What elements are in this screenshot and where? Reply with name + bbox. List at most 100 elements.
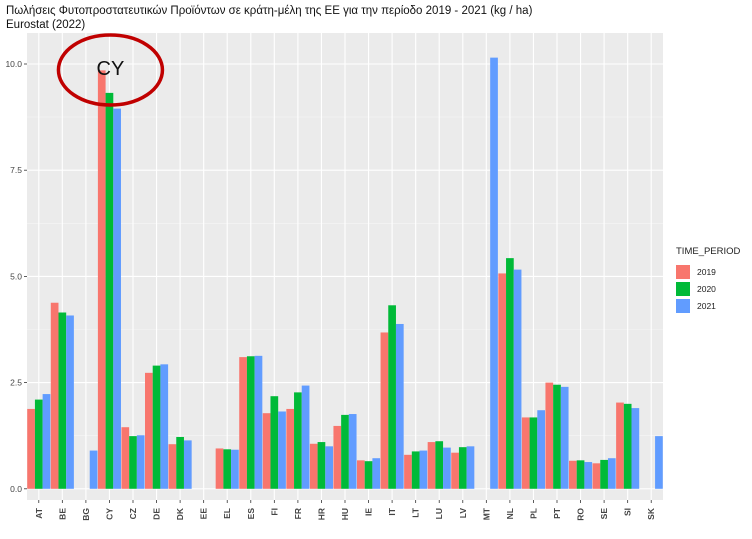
bar-PT-2019 [545,382,554,489]
bar-DK-2019 [168,444,177,489]
bar-FI-2021 [278,411,286,489]
bar-ES-2021 [254,355,263,489]
bar-AT-2021 [42,394,51,489]
y-tick-label: 0.0 [10,484,22,494]
bar-IT-2021 [395,323,404,489]
annotation-label: CY [97,58,125,80]
bar-LV-2019 [451,452,459,489]
legend-item-2020: 2020 [676,280,740,297]
x-tick-label-SK: SK [646,507,656,520]
x-tick-label-HR: HR [316,508,326,520]
x-tick-label-LV: LV [458,508,468,519]
legend-label: 2021 [697,300,716,311]
bar-NL-2021 [513,269,522,489]
x-tick-label-FR: FR [293,508,303,519]
bar-RO-2020 [576,460,585,489]
x-tick-label-DE: DE [152,508,162,520]
bar-CY-2019 [97,70,106,489]
bar-PL-2021 [537,410,545,489]
bar-BG-2021 [89,450,98,489]
x-tick-label-FI: FI [269,508,279,516]
legend-title: TIME_PERIOD [676,246,741,257]
bar-CZ-2021 [136,435,145,489]
bar-DE-2021 [160,364,169,489]
bar-CY-2020 [105,92,114,489]
bar-LT-2019 [404,454,412,489]
bar-LT-2021 [419,450,428,489]
legend-item-2021: 2021 [676,297,740,314]
bar-ES-2019 [239,357,247,489]
x-tick-label-EE: EE [199,508,209,520]
x-tick-label-ES: ES [246,508,256,520]
x-tick-label-BG: BG [81,508,91,521]
bar-IT-2020 [388,305,396,489]
bar-SE-2021 [607,458,616,489]
x-tick-label-EL: EL [222,508,232,519]
y-tick-label: 7.5 [10,165,22,175]
bar-EL-2021 [231,449,239,489]
x-tick-label-LT: LT [411,507,421,518]
bar-FI-2020 [270,396,279,489]
bar-BE-2020 [58,312,67,489]
legend-key [676,298,690,313]
bar-PL-2019 [521,417,530,489]
x-tick-label-SI: SI [623,508,633,516]
bar-ES-2020 [246,356,255,489]
bar-SE-2020 [600,459,608,489]
legend-item-2019: 2019 [676,263,740,280]
bar-HU-2019 [333,425,342,489]
x-tick-label-PL: PL [528,508,538,519]
bar-BE-2019 [50,302,59,489]
legend-key [676,281,690,296]
bar-FR-2019 [286,408,295,489]
bar-CZ-2019 [121,427,130,489]
bar-FR-2020 [294,392,302,489]
bar-CZ-2020 [129,436,137,489]
x-tick-label-LU: LU [434,508,444,519]
bar-NL-2020 [506,258,514,489]
bar-IE-2019 [357,460,365,489]
bar-RO-2019 [569,460,577,489]
x-tick-label-MT: MT [481,507,491,520]
bar-AT-2020 [34,399,43,489]
bar-LT-2020 [411,451,420,489]
bar-LV-2021 [466,446,475,489]
x-tick-label-NL: NL [505,508,515,519]
bar-LV-2020 [458,447,467,489]
bar-IE-2020 [364,461,373,489]
bar-SI-2019 [616,402,624,489]
chart-subtitle: Eurostat (2022) [6,19,86,31]
bar-HU-2020 [341,414,349,489]
bar-CY-2021 [113,108,121,489]
y-tick-label: 10.0 [5,59,22,69]
y-tick-label: 2.5 [10,378,22,388]
x-tick-label-DK: DK [175,507,185,520]
bar-BE-2021 [66,315,74,489]
chart-title: Πωλήσεις Φυτοπροστατευτικών Προϊόντων σε… [6,5,533,17]
x-tick-label-CZ: CZ [128,508,138,519]
bar-IT-2019 [380,332,389,489]
bar-LU-2021 [443,447,451,489]
bar-HU-2021 [348,414,357,489]
x-tick-label-HU: HU [340,508,350,520]
bar-PT-2020 [553,384,561,489]
annotation-ellipse [56,33,165,107]
bar-RO-2021 [584,462,593,489]
legend-key [676,264,690,279]
x-tick-label-CY: CY [104,508,114,520]
x-tick-label-IT: IT [387,507,397,515]
bar-HR-2020 [317,442,326,489]
x-tick-label-RO: RO [576,508,586,521]
x-tick-label-BE: BE [57,508,67,520]
bar-DK-2020 [176,436,184,489]
bar-EL-2019 [215,448,224,489]
bar-IE-2021 [372,458,381,489]
bar-LU-2020 [435,441,444,489]
x-tick-label-IE: IE [364,508,374,516]
bar-SI-2021 [631,408,640,489]
bar-AT-2019 [27,408,35,489]
bar-MT-2021 [490,57,498,489]
bar-EL-2020 [223,449,232,489]
legend-label: 2020 [697,283,716,294]
